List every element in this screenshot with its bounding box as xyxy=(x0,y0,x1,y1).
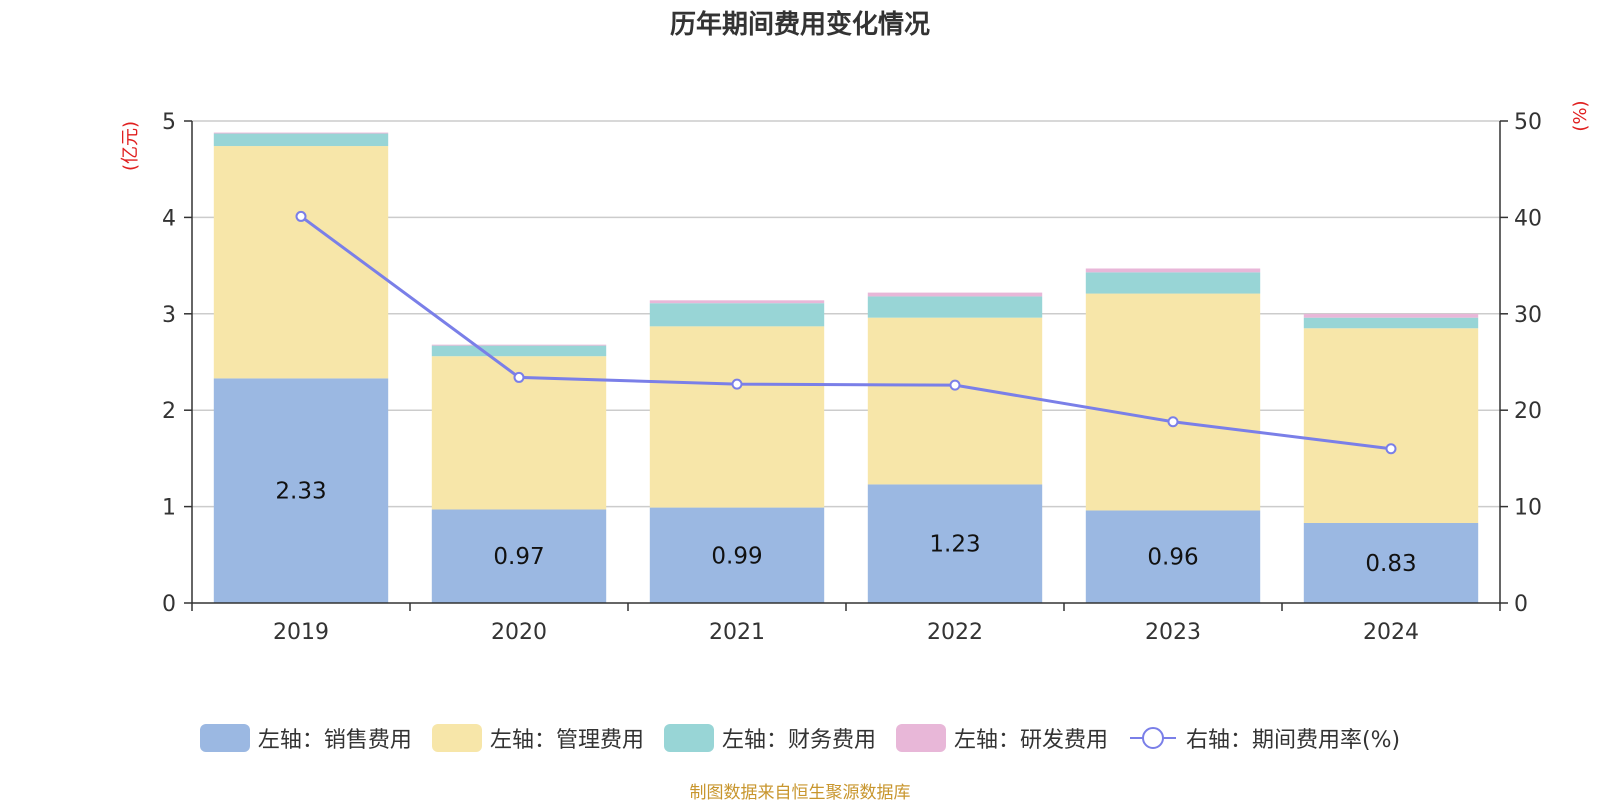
legend-swatch xyxy=(199,724,250,752)
legend-swatch xyxy=(431,724,482,752)
bar-segment-1[interactable] xyxy=(649,507,825,603)
right-axis-unit-label: (%) xyxy=(1570,100,1591,131)
bar-data-label: 0.96 xyxy=(1147,545,1198,571)
x-axis-category-label: 2019 xyxy=(273,620,329,645)
x-axis-category-label: 2024 xyxy=(1363,620,1419,645)
bar-segment-1[interactable] xyxy=(867,484,1043,603)
bar-segment-2[interactable] xyxy=(213,146,389,379)
left-axis-tick-label: 3 xyxy=(162,303,176,328)
rate-point[interactable] xyxy=(295,210,307,222)
right-axis-tick-label: 10 xyxy=(1514,496,1542,521)
bar-segment-4[interactable] xyxy=(431,344,607,346)
left-axis-tick-label: 2 xyxy=(162,399,176,424)
left-axis-tick-label: 4 xyxy=(162,206,176,231)
legend-label: 右轴：期间费用率(%) xyxy=(1185,728,1401,753)
rate-line[interactable] xyxy=(300,215,1392,451)
left-axis-unit-label: (亿元) xyxy=(120,121,141,171)
x-axis-category-label: 2023 xyxy=(1145,620,1201,645)
bar-segment-1[interactable] xyxy=(431,509,607,603)
bar-segment-3[interactable] xyxy=(1303,317,1479,329)
bar-data-label: 1.23 xyxy=(929,532,980,558)
source-note: 制图数据来自恒生聚源数据库 xyxy=(689,783,911,800)
bar-data-label: 0.97 xyxy=(493,544,544,570)
rate-point[interactable] xyxy=(513,371,525,383)
bar-segment-4[interactable] xyxy=(867,292,1043,297)
bar-segment-1[interactable] xyxy=(1085,510,1261,603)
line-series xyxy=(295,210,1397,455)
bar-segment-4[interactable] xyxy=(649,300,825,304)
bar-segment-1[interactable] xyxy=(1303,522,1479,603)
bar-segment-3[interactable] xyxy=(649,303,825,327)
rate-point[interactable] xyxy=(1385,443,1397,455)
rate-point[interactable] xyxy=(1167,416,1179,428)
bar-segment-4[interactable] xyxy=(1085,268,1261,273)
bar-data-label: 0.99 xyxy=(711,543,762,569)
left-axis-tick-label: 0 xyxy=(162,592,176,617)
chart-title: 历年期间费用变化情况 xyxy=(669,10,930,40)
left-axis-tick-label: 5 xyxy=(162,110,176,135)
bar-data-label: 2.33 xyxy=(275,479,326,505)
legend-label: 左轴：研发费用 xyxy=(953,728,1108,753)
legend-item[interactable]: 左轴：管理费用 xyxy=(431,722,644,754)
x-axis-category-label: 2021 xyxy=(709,620,765,645)
bar-segment-4[interactable] xyxy=(1303,313,1479,318)
x-axis-category-label: 2022 xyxy=(927,620,983,645)
legend-label: 左轴：管理费用 xyxy=(489,728,644,753)
right-axis-tick-label: 0 xyxy=(1514,592,1528,617)
x-axis-category-label: 2020 xyxy=(491,620,547,645)
bar-series xyxy=(213,132,1479,603)
right-axis-tick-label: 40 xyxy=(1514,206,1542,231)
bar-data-label: 0.83 xyxy=(1365,551,1416,577)
bar-segment-2[interactable] xyxy=(1303,328,1479,523)
bar-segment-2[interactable] xyxy=(867,317,1043,485)
legend-label: 左轴：财务费用 xyxy=(721,728,876,753)
right-axis-tick-label: 30 xyxy=(1514,303,1542,328)
bar-segment-1[interactable] xyxy=(213,378,389,603)
legend: 左轴：销售费用 左轴：管理费用 左轴：财务费用 左轴：研发费用 右轴：期间费用率(%) xyxy=(0,722,1600,754)
legend-swatch xyxy=(663,724,714,752)
legend-label: 左轴：销售费用 xyxy=(257,728,412,753)
bar-data-labels: 2.33 0.97 0.99 1.23 0.96 0.83 xyxy=(275,479,1416,577)
bar-segment-3[interactable] xyxy=(1085,272,1261,294)
legend-item[interactable]: 左轴：财务费用 xyxy=(663,722,876,754)
legend-swatch xyxy=(895,724,946,752)
legend-item[interactable]: 左轴：研发费用 xyxy=(895,722,1108,754)
rate-point[interactable] xyxy=(731,378,743,390)
grid-lines xyxy=(192,120,1500,508)
left-axis-tick-label: 1 xyxy=(162,496,176,521)
bar-segment-3[interactable] xyxy=(213,133,389,147)
right-axis-tick-label: 50 xyxy=(1514,110,1542,135)
bar-segment-2[interactable] xyxy=(649,326,825,508)
legend-item[interactable]: 左轴：销售费用 xyxy=(199,722,412,754)
right-axis-tick-label: 20 xyxy=(1514,399,1542,424)
legend-item[interactable]: 右轴：期间费用率(%) xyxy=(1128,722,1400,754)
legend-line-marker xyxy=(1141,727,1164,749)
bar-segment-4[interactable] xyxy=(213,132,389,134)
bar-segment-2[interactable] xyxy=(1085,293,1261,511)
bar-segment-3[interactable] xyxy=(867,296,1043,318)
legend-line-swatch xyxy=(1129,727,1176,749)
rate-point[interactable] xyxy=(949,379,961,391)
bar-segment-3[interactable] xyxy=(431,345,607,357)
